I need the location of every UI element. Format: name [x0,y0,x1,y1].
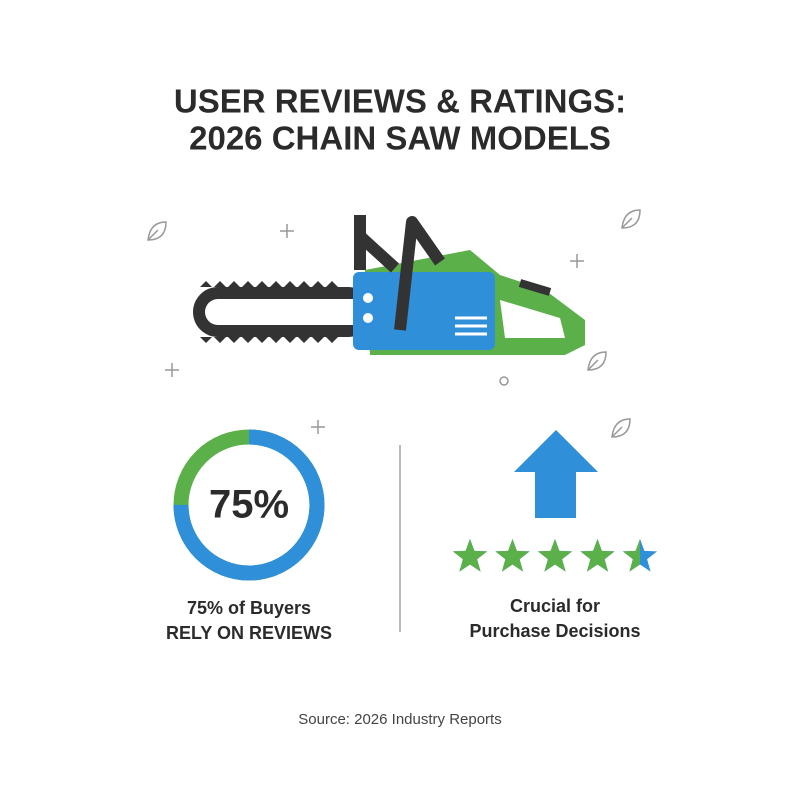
title-line: USER REVIEWS & RATINGS: [174,83,626,120]
title-line: 2026 CHAIN SAW MODELS [189,120,611,157]
chainsaw-icon [193,215,585,355]
star-filled [622,539,640,572]
stat-label: 75% [209,483,289,527]
donut-arc [173,429,325,581]
source: Source: 2026 Industry Reports [298,711,501,728]
rating-caption: Purchase Decisions [469,621,640,641]
up-arrow [514,430,598,518]
star-filled [495,539,530,572]
stat-caption: 75% of Buyers [187,598,311,618]
star-rating [452,539,658,572]
star-filled [580,539,615,572]
star-filled [537,539,573,572]
rating-caption: Crucial for [510,596,600,616]
stat-caption: RELY ON REVIEWS [166,623,332,643]
decorations [147,209,641,438]
star-filled [452,539,488,572]
